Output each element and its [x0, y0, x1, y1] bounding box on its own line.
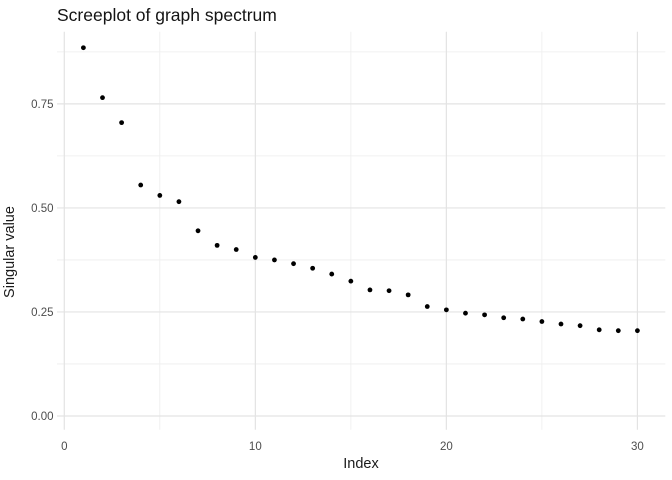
data-point	[424, 304, 430, 309]
x-axis-title: Index	[343, 456, 379, 472]
x-tick-label: 0	[61, 441, 67, 453]
data-point	[119, 120, 125, 126]
y-tick-label: 0.25	[31, 307, 53, 319]
data-point	[195, 228, 201, 234]
data-point	[100, 95, 105, 101]
plot-panel: 0 10 20 30 0.00 0.25 0.50 0.75	[31, 31, 666, 453]
data-point	[596, 327, 602, 333]
data-point	[635, 328, 640, 334]
data-point	[157, 193, 163, 198]
data-point	[463, 310, 468, 316]
data-point	[272, 257, 277, 263]
data-point	[81, 45, 86, 51]
x-tick-label: 20	[440, 441, 453, 453]
data-point	[214, 242, 220, 248]
data-point	[329, 271, 335, 277]
y-tick-label: 0.75	[31, 99, 53, 111]
y-axis-tick-labels: 0.00 0.25 0.50 0.75	[31, 99, 53, 423]
data-point	[138, 182, 144, 188]
data-point	[577, 323, 583, 329]
data-point	[252, 255, 258, 260]
data-points	[81, 45, 640, 334]
x-axis-tick-labels: 0 10 20 30	[61, 441, 644, 453]
y-tick-label: 0.50	[31, 203, 53, 215]
data-point	[348, 278, 354, 284]
data-point	[443, 307, 449, 313]
data-point	[615, 328, 621, 334]
x-tick-label: 30	[631, 441, 644, 453]
chart-title: Screeplot of graph spectrum	[57, 5, 277, 25]
data-point	[539, 319, 545, 324]
y-tick-label: 0.00	[31, 411, 53, 423]
data-point	[482, 312, 487, 318]
data-point	[367, 287, 373, 293]
data-point	[386, 288, 392, 294]
data-point	[501, 315, 507, 321]
data-point	[405, 292, 411, 298]
data-point	[558, 321, 564, 327]
data-point	[520, 316, 526, 322]
x-tick-label: 10	[249, 441, 262, 453]
data-point	[176, 199, 182, 205]
gridlines-minor	[57, 31, 666, 430]
data-point	[310, 265, 316, 271]
y-axis-title-text: Singular value	[2, 206, 18, 298]
data-point	[233, 247, 239, 252]
data-point	[291, 261, 296, 267]
gridlines-major	[57, 31, 666, 430]
